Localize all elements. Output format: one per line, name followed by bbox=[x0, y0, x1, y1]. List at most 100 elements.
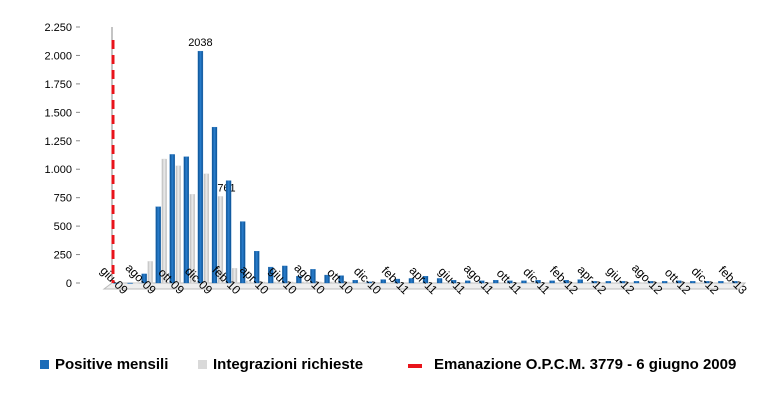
x-tick-label: ago-12 bbox=[629, 261, 666, 298]
bar bbox=[633, 281, 640, 284]
bar bbox=[442, 282, 449, 284]
bar bbox=[436, 278, 443, 284]
x-tick-label: feb-12 bbox=[547, 263, 581, 297]
bar bbox=[231, 268, 238, 284]
y-tick-label: 0 bbox=[66, 278, 72, 290]
x-tick-label: ago-09 bbox=[123, 261, 160, 298]
bar bbox=[366, 281, 372, 284]
legend-item: Positive mensili bbox=[40, 356, 240, 373]
bar bbox=[569, 282, 575, 284]
bar bbox=[296, 276, 302, 284]
bar bbox=[493, 280, 499, 284]
bar bbox=[690, 281, 696, 284]
bar bbox=[386, 282, 392, 284]
bar bbox=[282, 265, 288, 284]
bar bbox=[667, 282, 674, 284]
bar bbox=[268, 266, 274, 284]
bar bbox=[352, 280, 358, 284]
bar bbox=[330, 281, 336, 284]
bar bbox=[485, 282, 491, 284]
bar bbox=[605, 281, 612, 284]
bar bbox=[225, 180, 232, 284]
legend-item: Emanazione O.P.C.M. 3779 - 6 giugno 2009 bbox=[408, 356, 738, 373]
bar bbox=[676, 280, 682, 284]
bar bbox=[245, 280, 252, 284]
bar bbox=[710, 282, 716, 284]
bar bbox=[682, 282, 688, 284]
bar bbox=[732, 281, 738, 284]
y-tick-label: 500 bbox=[54, 221, 72, 233]
bar bbox=[513, 282, 519, 284]
y-tick-label: 1.250 bbox=[44, 136, 72, 148]
bar bbox=[400, 282, 407, 284]
bar bbox=[647, 281, 654, 284]
y-tick-label: 2.250 bbox=[44, 22, 72, 34]
x-tick-label: ago-11 bbox=[461, 261, 497, 297]
y-tick-label: 1.000 bbox=[44, 164, 72, 176]
bar bbox=[274, 281, 280, 284]
bar bbox=[310, 269, 316, 284]
bar bbox=[260, 281, 266, 284]
bar bbox=[583, 282, 589, 284]
bar bbox=[611, 282, 618, 284]
bar bbox=[718, 281, 724, 284]
data-label: 2038 bbox=[188, 37, 212, 49]
bar bbox=[661, 281, 668, 284]
y-tick-label: 750 bbox=[54, 193, 72, 205]
bar bbox=[127, 282, 133, 284]
bar bbox=[625, 282, 632, 284]
bar bbox=[288, 281, 294, 284]
bar bbox=[414, 282, 421, 284]
bar bbox=[639, 282, 646, 284]
bar bbox=[197, 50, 204, 284]
bar bbox=[175, 165, 181, 284]
bar bbox=[217, 196, 224, 284]
y-tick-label: 2.000 bbox=[44, 50, 72, 62]
bar bbox=[380, 279, 386, 284]
chart: 0 250 500 750 1.000 1.250 1.500 1.750 2.000 2.250… bbox=[44, 22, 750, 298]
legend-swatch bbox=[408, 364, 422, 368]
bar bbox=[203, 173, 210, 284]
bar bbox=[211, 126, 218, 284]
bar bbox=[358, 282, 364, 284]
bar bbox=[428, 282, 435, 284]
bar bbox=[549, 280, 555, 284]
bar bbox=[471, 282, 477, 284]
bar bbox=[479, 280, 485, 284]
bar bbox=[597, 282, 603, 284]
bar bbox=[653, 282, 660, 284]
y-tick-label: 1.500 bbox=[44, 107, 72, 119]
bar bbox=[724, 282, 730, 284]
bar bbox=[704, 281, 710, 284]
legend-label: Integrazioni richieste bbox=[213, 356, 364, 373]
bar bbox=[302, 281, 308, 284]
bar bbox=[119, 282, 125, 284]
bar bbox=[133, 282, 139, 284]
bar bbox=[147, 261, 153, 284]
bar bbox=[344, 281, 350, 284]
bar bbox=[239, 221, 246, 284]
legend-label: Emanazione O.P.C.M. 3779 - 6 giugno 2009 bbox=[434, 356, 737, 373]
bar bbox=[394, 278, 401, 284]
bar bbox=[450, 280, 457, 284]
bar bbox=[113, 282, 119, 284]
bar bbox=[183, 156, 190, 284]
bar bbox=[591, 281, 597, 284]
bar bbox=[161, 158, 167, 284]
bar bbox=[324, 274, 330, 284]
legend-swatch bbox=[40, 360, 49, 369]
bar bbox=[141, 273, 147, 284]
bar bbox=[408, 278, 415, 284]
bar bbox=[535, 280, 541, 284]
bar bbox=[456, 282, 463, 284]
bar bbox=[372, 282, 378, 284]
floor bbox=[102, 282, 747, 290]
bar bbox=[316, 281, 322, 284]
bar bbox=[541, 282, 547, 284]
bar bbox=[619, 281, 626, 284]
y-tick-label: 250 bbox=[54, 250, 72, 262]
bar bbox=[577, 279, 583, 284]
bar bbox=[189, 194, 196, 284]
bar bbox=[155, 206, 161, 284]
